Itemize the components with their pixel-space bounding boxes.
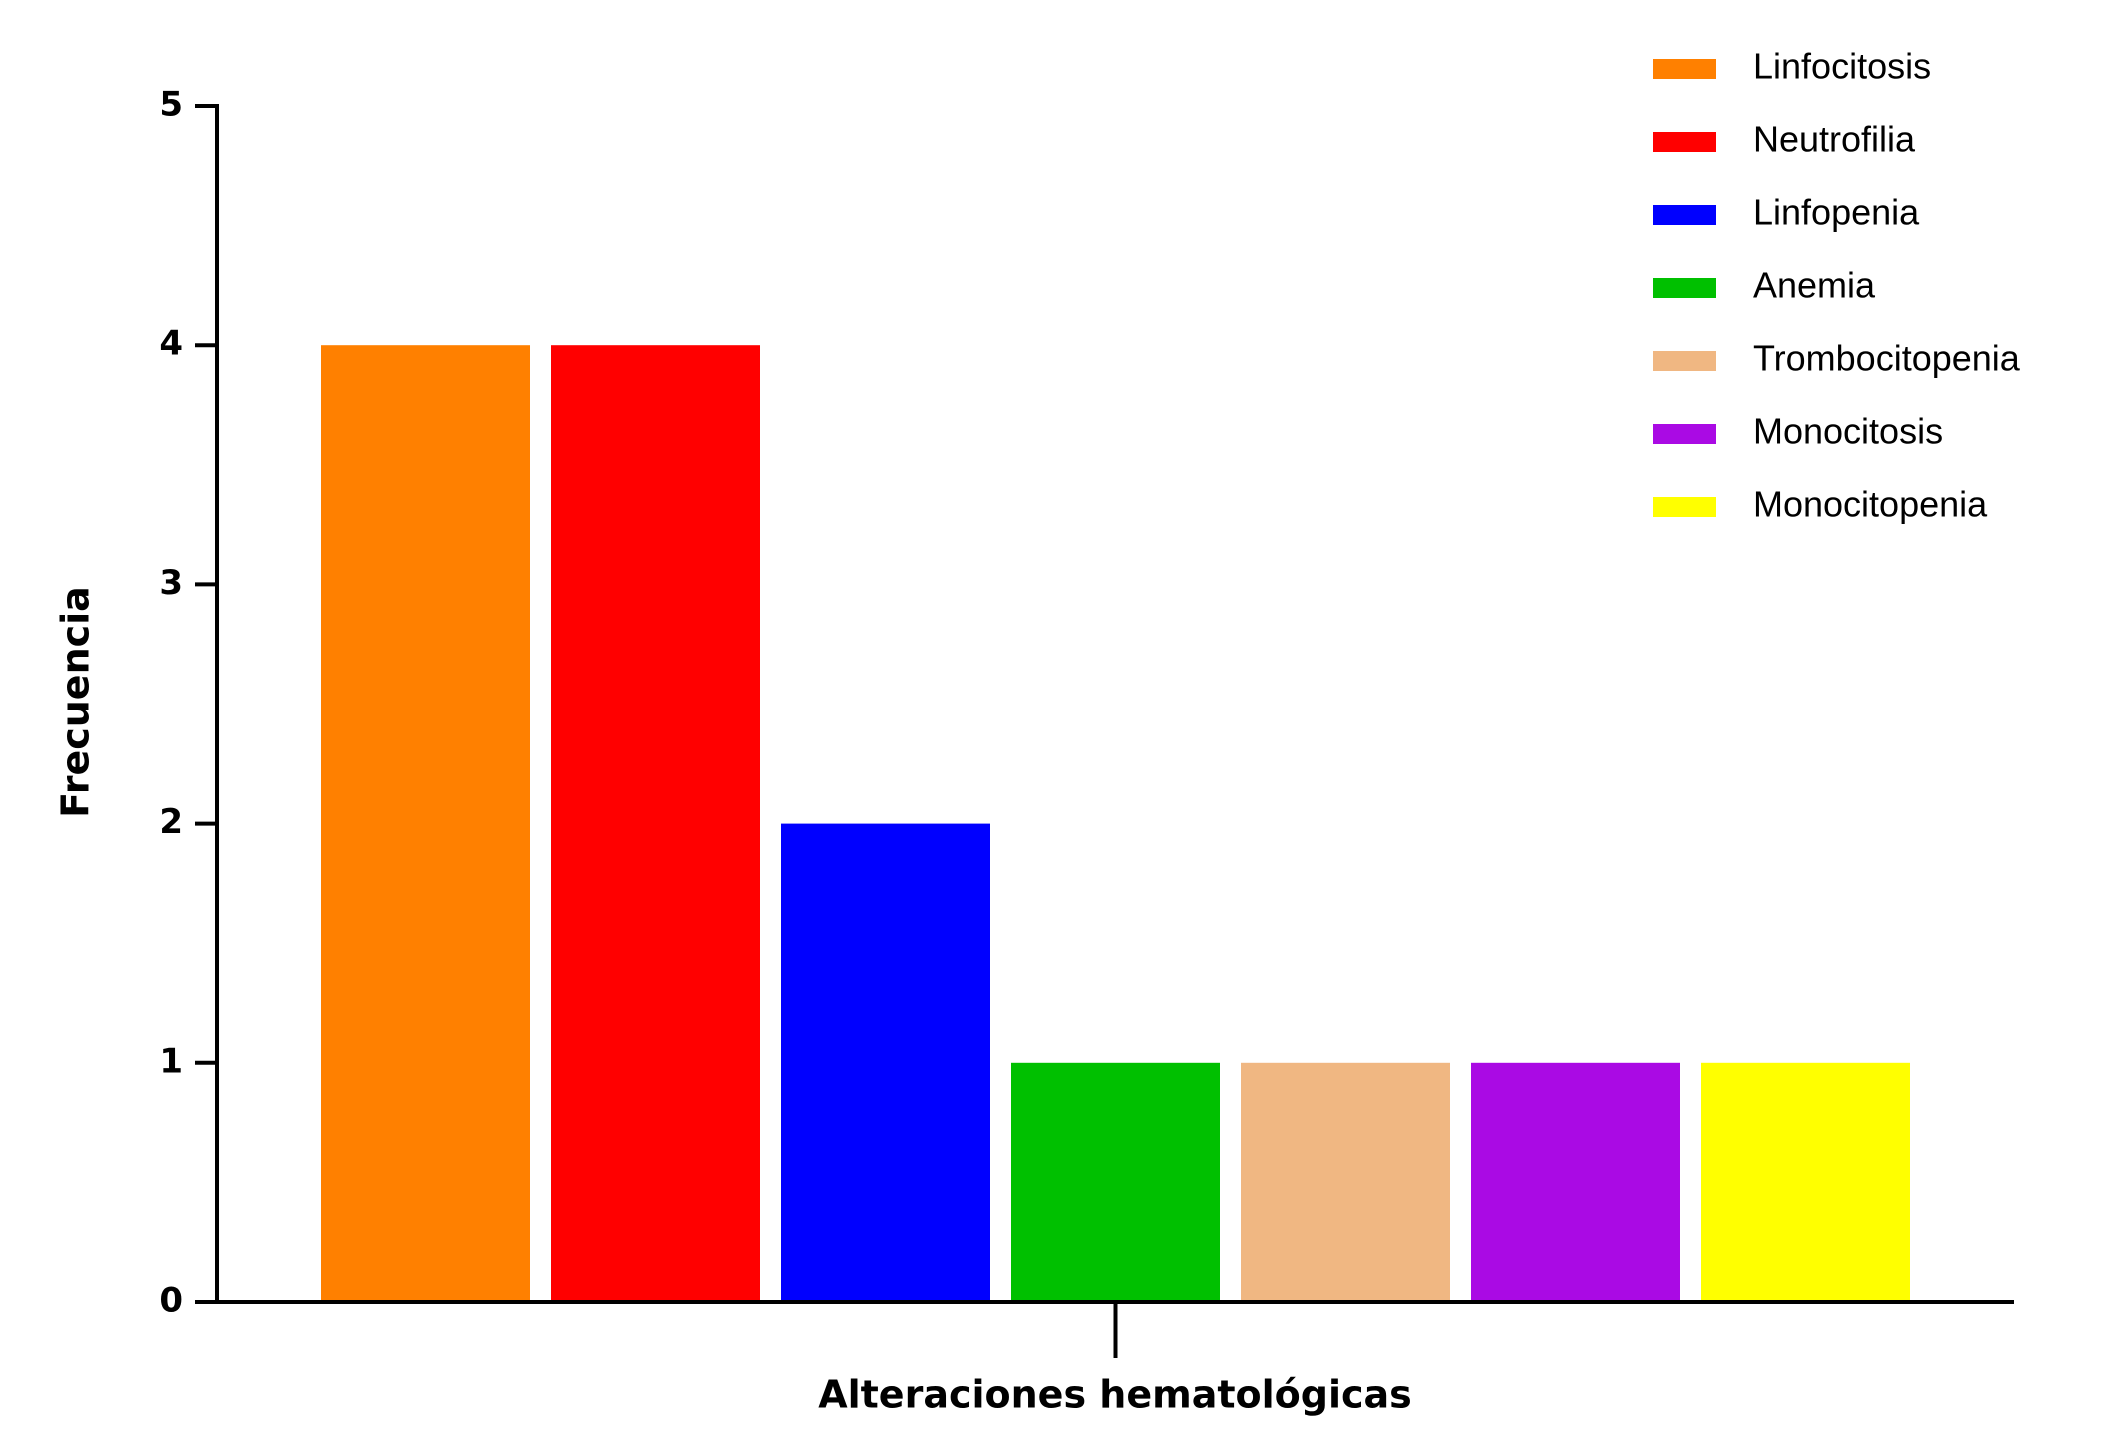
bar <box>1241 1062 1450 1302</box>
legend-swatch <box>1653 205 1716 225</box>
legend-swatch <box>1653 278 1716 298</box>
bar <box>1701 1062 1910 1302</box>
legend-label: Linfopenia <box>1753 192 1920 233</box>
legend-label: Trombocitopenia <box>1753 338 2021 379</box>
bar <box>1011 1062 1220 1302</box>
legend-swatch <box>1653 351 1716 371</box>
y-axis-title: Frecuencia <box>54 586 98 818</box>
legend-label: Anemia <box>1753 265 1876 306</box>
legend-label: Linfocitosis <box>1753 46 1931 87</box>
y-tick-label: 4 <box>159 324 183 364</box>
legend-swatch <box>1653 59 1716 79</box>
bar <box>551 345 760 1302</box>
y-tick-label: 0 <box>159 1281 183 1321</box>
legend-swatch <box>1653 497 1716 517</box>
y-tick-label: 1 <box>159 1041 183 1081</box>
y-tick-label: 2 <box>159 802 183 842</box>
legend-label: Monocitopenia <box>1753 484 1988 525</box>
legend-swatch <box>1653 424 1716 444</box>
legend-label: Neutrofilia <box>1753 119 1916 160</box>
bar <box>1471 1062 1680 1302</box>
y-tick-label: 5 <box>159 85 183 125</box>
bar <box>781 823 990 1302</box>
legend-swatch <box>1653 132 1716 152</box>
bar <box>321 345 530 1302</box>
y-tick-label: 3 <box>159 563 183 603</box>
legend-label: Monocitosis <box>1753 411 1943 452</box>
x-axis-title: Alteraciones hematológicas <box>818 1373 1412 1417</box>
